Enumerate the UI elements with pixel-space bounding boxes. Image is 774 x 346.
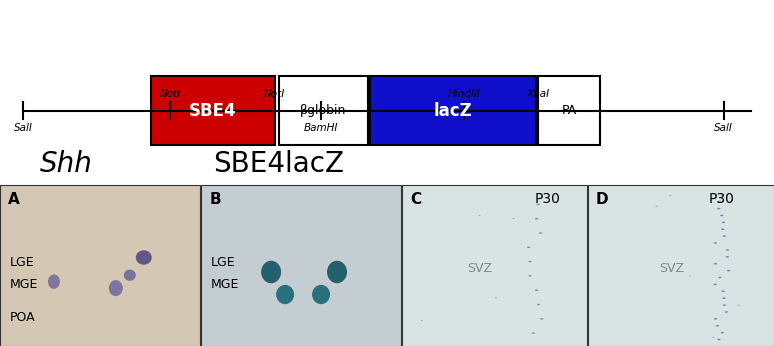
- Text: B: B: [209, 192, 221, 207]
- Text: βglobin: βglobin: [300, 104, 346, 117]
- Ellipse shape: [726, 249, 729, 251]
- Ellipse shape: [726, 256, 729, 258]
- Text: NotI: NotI: [264, 89, 286, 99]
- Ellipse shape: [716, 325, 719, 327]
- Ellipse shape: [537, 304, 540, 305]
- Ellipse shape: [532, 332, 535, 334]
- Ellipse shape: [721, 291, 724, 292]
- Ellipse shape: [721, 332, 724, 334]
- Ellipse shape: [536, 203, 539, 205]
- Ellipse shape: [512, 218, 515, 219]
- Text: SBE4lacZ: SBE4lacZ: [213, 151, 344, 178]
- Ellipse shape: [312, 285, 330, 304]
- Ellipse shape: [738, 304, 740, 306]
- Bar: [538, 76, 600, 145]
- Ellipse shape: [689, 275, 690, 276]
- Ellipse shape: [714, 284, 717, 285]
- Ellipse shape: [109, 280, 123, 296]
- Ellipse shape: [540, 318, 543, 320]
- Ellipse shape: [327, 261, 347, 283]
- Bar: [370, 76, 536, 145]
- Text: LGE: LGE: [10, 256, 35, 269]
- Ellipse shape: [529, 275, 532, 277]
- Bar: [402, 185, 587, 346]
- Ellipse shape: [420, 320, 423, 321]
- Text: PA: PA: [561, 104, 577, 117]
- Ellipse shape: [529, 261, 532, 262]
- Text: NotI: NotI: [159, 89, 181, 99]
- Ellipse shape: [717, 201, 721, 202]
- Text: lacZ: lacZ: [433, 102, 473, 120]
- Ellipse shape: [656, 206, 658, 207]
- Text: POA: POA: [10, 311, 36, 324]
- Ellipse shape: [722, 298, 726, 299]
- Ellipse shape: [495, 297, 497, 298]
- Ellipse shape: [712, 337, 714, 338]
- Text: LGE: LGE: [211, 256, 236, 269]
- Ellipse shape: [539, 232, 542, 234]
- Text: SVZ: SVZ: [467, 262, 492, 275]
- Bar: [201, 185, 401, 346]
- Ellipse shape: [717, 339, 721, 340]
- Ellipse shape: [478, 215, 481, 216]
- Text: BamHI: BamHI: [304, 123, 338, 133]
- Ellipse shape: [723, 235, 726, 237]
- Text: MGE: MGE: [211, 279, 240, 291]
- Ellipse shape: [717, 208, 721, 209]
- Ellipse shape: [720, 215, 724, 216]
- Bar: [151, 76, 275, 145]
- Ellipse shape: [721, 194, 724, 195]
- Ellipse shape: [276, 285, 294, 304]
- Text: A: A: [8, 192, 20, 207]
- Ellipse shape: [714, 318, 717, 320]
- Text: C: C: [410, 192, 421, 207]
- Ellipse shape: [261, 261, 281, 283]
- Bar: [588, 185, 774, 346]
- Text: P30: P30: [709, 192, 735, 206]
- Ellipse shape: [124, 270, 135, 281]
- Text: SalI: SalI: [714, 123, 733, 133]
- Bar: [279, 76, 368, 145]
- Text: SBE4: SBE4: [189, 102, 237, 120]
- Text: P30: P30: [535, 192, 561, 206]
- Text: XbaI: XbaI: [526, 89, 550, 99]
- Ellipse shape: [718, 277, 721, 278]
- Ellipse shape: [535, 218, 538, 219]
- Text: MGE: MGE: [10, 279, 39, 291]
- Ellipse shape: [723, 304, 726, 306]
- Ellipse shape: [721, 228, 724, 230]
- Text: SalI: SalI: [14, 123, 33, 133]
- Ellipse shape: [670, 195, 672, 196]
- Bar: [0, 185, 200, 346]
- Text: Shh: Shh: [39, 151, 92, 178]
- Text: SVZ: SVZ: [659, 262, 683, 275]
- Ellipse shape: [714, 242, 717, 244]
- Ellipse shape: [714, 263, 717, 264]
- Ellipse shape: [135, 250, 152, 265]
- Text: HindIII: HindIII: [448, 89, 481, 99]
- Ellipse shape: [722, 221, 725, 223]
- Ellipse shape: [48, 274, 60, 289]
- Ellipse shape: [535, 289, 538, 291]
- Ellipse shape: [527, 246, 530, 248]
- Text: D: D: [596, 192, 608, 207]
- Ellipse shape: [727, 270, 731, 271]
- Ellipse shape: [724, 311, 728, 313]
